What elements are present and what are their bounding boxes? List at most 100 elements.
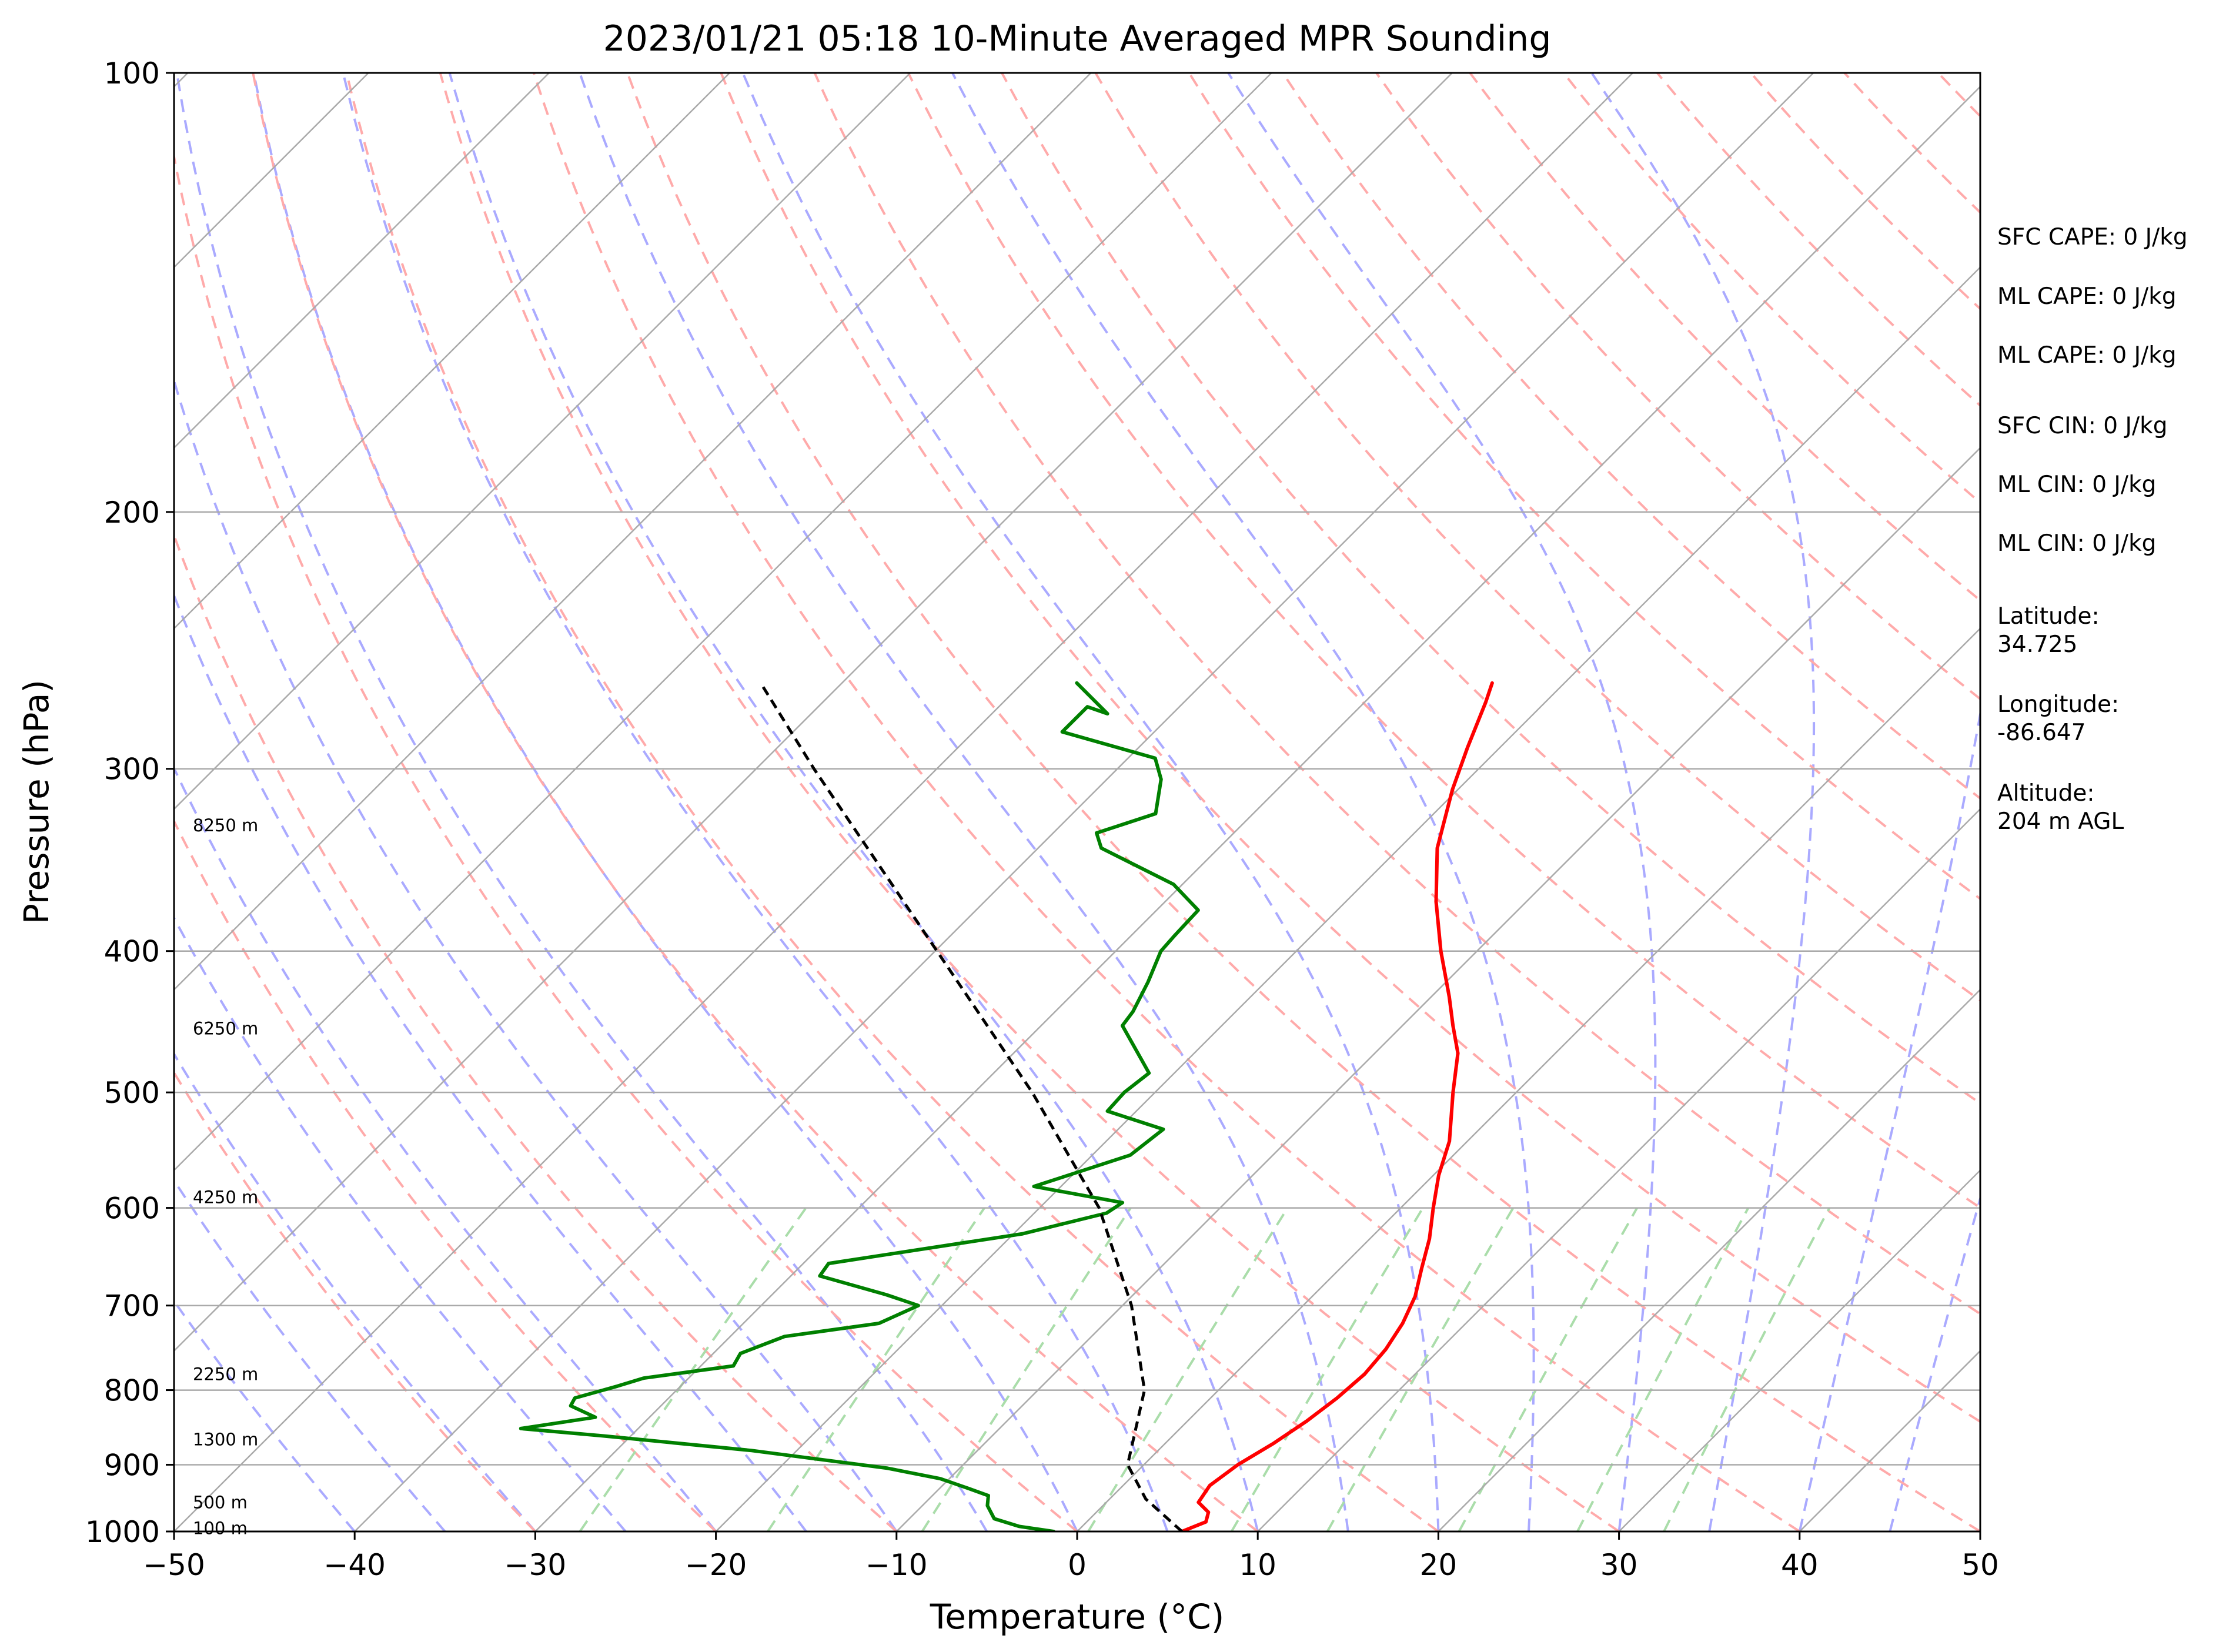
- moist-adiabat-line: [579, 73, 1349, 1531]
- altitude-value: 204 m AGL: [1997, 808, 2124, 835]
- sounding-series: [519, 681, 1494, 1531]
- mixing-ratio-line: [1458, 1207, 1639, 1531]
- x-axis-label: Temperature (°C): [930, 1597, 1225, 1637]
- x-tick-label: −50: [143, 1548, 205, 1582]
- isotherm-line: [174, 73, 1453, 1352]
- moist-adiabat-line: [1798, 707, 1980, 1531]
- dewpoint-line: [519, 681, 1200, 1531]
- y-tick-label: 200: [104, 496, 160, 530]
- isotherm-line: [895, 447, 1980, 1531]
- temperature-line: [1180, 681, 1494, 1531]
- latitude-label: Latitude:: [1997, 603, 2100, 630]
- moist-adiabat-line: [174, 592, 807, 1531]
- dry-adiabat-line: [720, 73, 1980, 1423]
- height-label: 8250 m: [193, 815, 258, 835]
- height-label: 4250 m: [193, 1187, 258, 1207]
- x-axis-ticks: −50 −40 −30 −20 −10 0 10 20 30 40 50: [143, 1531, 1999, 1582]
- y-tick-label: 500: [104, 1076, 160, 1110]
- mixing-ratio-line: [921, 1207, 1132, 1531]
- moist-adiabat-line: [174, 376, 898, 1531]
- y-axis-label: Pressure (hPa): [16, 680, 56, 924]
- mixing-ratio-lines: [579, 1207, 1831, 1531]
- mixing-ratio-line: [579, 1207, 807, 1531]
- moist-adiabat-line: [174, 1299, 356, 1531]
- stat-sfc-cin: SFC CIN: 0 J/kg: [1997, 413, 2167, 439]
- y-tick-label: 1000: [85, 1515, 160, 1549]
- stat-ml-cape: ML CAPE: 0 J/kg: [1997, 283, 2177, 310]
- dry-adiabat-line: [907, 73, 1980, 1209]
- x-tick-label: 0: [1068, 1548, 1087, 1582]
- x-tick-label: −30: [504, 1548, 567, 1582]
- moist-adiabat-line: [174, 1178, 446, 1531]
- moist-adiabat-line: [1889, 1194, 1980, 1531]
- isotherm-line: [174, 73, 1633, 1531]
- dry-adiabat-line: [626, 73, 1980, 1531]
- isotherm-line: [174, 73, 550, 449]
- moist-adiabat-line: [951, 73, 1535, 1531]
- isotherm-line: [174, 73, 730, 630]
- x-tick-label: 10: [1239, 1548, 1276, 1582]
- isotherm-line: [1618, 1169, 1980, 1531]
- isotherm-line: [1438, 988, 1980, 1531]
- dry-adiabat-line: [174, 1070, 536, 1531]
- isotherm-line: [1077, 627, 1980, 1531]
- x-tick-label: −20: [685, 1548, 747, 1582]
- moist-adiabat-line: [1590, 73, 1816, 1531]
- isobars: [174, 73, 1980, 1531]
- dry-adiabat-line: [174, 151, 1078, 1531]
- dry-adiabat-line: [1282, 73, 1980, 800]
- x-tick-label: −10: [865, 1548, 928, 1582]
- dry-adiabat-line: [345, 73, 1439, 1531]
- mixing-ratio-line: [1663, 1207, 1831, 1531]
- height-label: 500 m: [193, 1492, 248, 1512]
- moist-adiabat-line: [448, 73, 1259, 1531]
- plot-area: [174, 73, 1980, 1531]
- height-label: 6250 m: [193, 1018, 258, 1038]
- dry-adiabat-line: [1469, 73, 1980, 602]
- dry-adiabat-line: [532, 73, 1800, 1531]
- y-tick-label: 300: [104, 753, 160, 787]
- isotherm-line: [534, 85, 1980, 1531]
- stats-panel: SFC CAPE: 0 J/kg ML CAPE: 0 J/kg ML CAPE…: [1997, 224, 2188, 835]
- x-tick-label: 30: [1600, 1548, 1638, 1582]
- y-tick-label: 700: [104, 1289, 160, 1323]
- isotherm-line: [1257, 808, 1980, 1531]
- isotherm-line: [715, 266, 1980, 1531]
- y-tick-label: 900: [104, 1448, 160, 1482]
- isotherms: [174, 73, 1980, 1531]
- height-label: 100 m: [193, 1519, 248, 1539]
- dry-adiabat-line: [813, 73, 1980, 1316]
- dry-adiabat-line: [1562, 73, 1980, 504]
- moist-adiabat-line: [174, 765, 717, 1531]
- mixing-ratio-line: [767, 1207, 985, 1531]
- dry-adiabat-line: [439, 73, 1620, 1531]
- moist-adiabats: [174, 73, 1980, 1531]
- moist-adiabat-line: [174, 1051, 536, 1531]
- x-tick-label: −40: [323, 1548, 386, 1582]
- y-tick-label: 800: [104, 1374, 160, 1408]
- isotherm-line: [174, 73, 911, 810]
- longitude-value: -86.647: [1997, 720, 2086, 746]
- stat-ml-cin-2: ML CIN: 0 J/kg: [1997, 530, 2156, 557]
- height-label: 1300 m: [193, 1430, 258, 1450]
- moist-adiabat-line: [741, 73, 1440, 1531]
- latitude-value: 34.725: [1997, 631, 2077, 658]
- x-tick-label: 40: [1781, 1548, 1819, 1582]
- stat-ml-cape-2: ML CAPE: 0 J/kg: [1997, 342, 2177, 369]
- y-axis-ticks: 1000 900 800 700 600 500 400 300 200 100: [85, 56, 174, 1549]
- isotherm-line: [354, 73, 1814, 1531]
- stat-sfc-cape: SFC CAPE: 0 J/kg: [1997, 224, 2188, 250]
- y-tick-label: 100: [104, 56, 160, 91]
- moist-adiabat-line: [252, 73, 1078, 1531]
- mixing-ratio-line: [1576, 1207, 1750, 1531]
- chart-title: 2023/01/21 05:18 10-Minute Averaged MPR …: [603, 18, 1552, 59]
- y-tick-label: 400: [104, 935, 160, 969]
- y-tick-label: 600: [104, 1192, 160, 1226]
- stat-ml-cin: ML CIN: 0 J/kg: [1997, 471, 2156, 498]
- longitude-label: Longitude:: [1997, 691, 2119, 718]
- dry-adiabat-line: [252, 73, 1259, 1531]
- altitude-label: Altitude:: [1997, 780, 2095, 807]
- moist-adiabat-line: [175, 73, 988, 1531]
- dry-adiabat-line: [174, 532, 898, 1531]
